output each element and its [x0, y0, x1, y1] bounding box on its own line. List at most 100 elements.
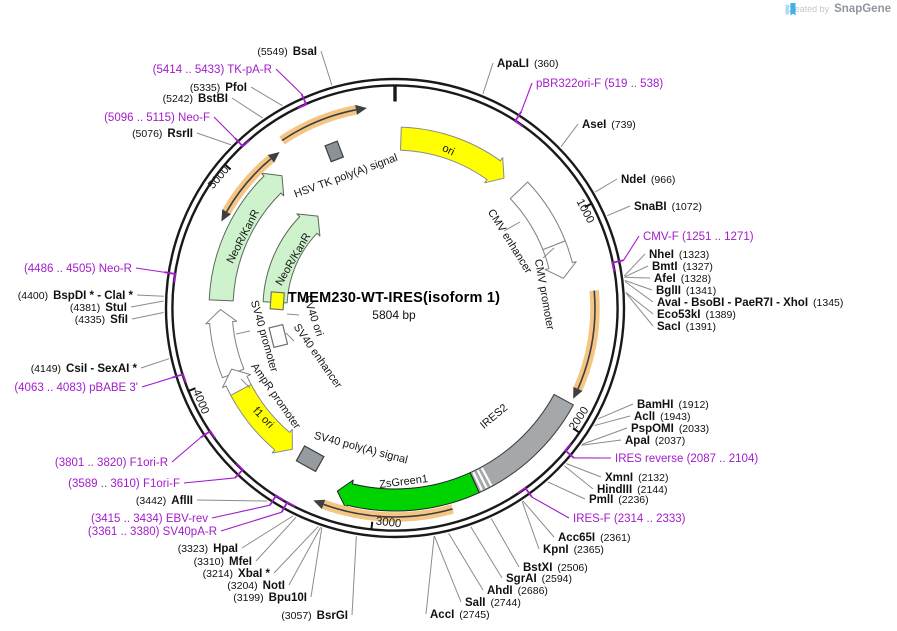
- enzyme-label-AccI: AccI (2745): [430, 609, 490, 621]
- connector-Eco53kI: [625, 292, 654, 315]
- connector-AvaI - BsoBI - PaeR7I - XhoI: [624, 281, 654, 303]
- primer-label-F1ori-F: (3589 .. 3610) F1ori-F: [68, 478, 180, 490]
- plasmid-title-block: TMEM230-WT-IRES(isoform 1) 5804 bp: [288, 290, 500, 322]
- enzyme-label-SacI: SacI (1391): [657, 321, 716, 333]
- connector-pBABE 3': [141, 377, 173, 388]
- connector-BstXI: [490, 518, 520, 568]
- connector-BspDI * - ClaI *: [136, 294, 164, 297]
- snapgene-branding: Created by SnapGene: [785, 3, 891, 16]
- connector-SnaBI: [607, 205, 631, 217]
- connector-CsiI - SexAI *: [140, 358, 170, 369]
- connector-BstBI: [231, 97, 263, 119]
- primer-site-IRES-F: [517, 486, 533, 498]
- enzyme-label-NotI: (3204) NotI: [227, 580, 285, 592]
- orf-b-line: [225, 158, 272, 213]
- enzyme-label-HpaI: (3323) HpaI: [178, 543, 238, 555]
- scale-tick-label: 1000: [574, 197, 597, 225]
- primer-label-Neo-R: (4486 .. 4505) Neo-R: [24, 263, 132, 275]
- connector-AccI: [425, 536, 435, 615]
- connector-SacI: [625, 292, 654, 327]
- orf-a-arrowhead: [355, 104, 367, 115]
- enzyme-label-Acc65I: Acc65I (2361): [558, 532, 630, 544]
- connector-ApaLI: [482, 62, 494, 95]
- enzyme-label-BstBI: (5242) BstBI: [163, 93, 228, 105]
- orf-c-arrowhead: [573, 386, 583, 399]
- primer-site-Neo-R: [164, 271, 177, 283]
- snapgene-brand-text: SnapGene: [834, 3, 891, 15]
- connector-Neo-F: [213, 116, 236, 139]
- orf-a-band: [279, 105, 357, 145]
- primer-label-F1ori-R: (3801 .. 3820) F1ori-R: [55, 457, 168, 469]
- sv40-ori-box: [269, 291, 285, 311]
- pointer-line-5: [542, 247, 555, 259]
- connector-BsrGI: [351, 536, 357, 616]
- connector-Neo-R: [135, 267, 165, 273]
- scale-tick-label: 3000: [375, 516, 402, 531]
- enzyme-label-HindIII: HindIII (2144): [597, 484, 668, 496]
- enzyme-label-Eco53kI: Eco53kI (1389): [657, 309, 736, 321]
- pointer-line-4: [503, 221, 521, 232]
- connector-Acc65I: [522, 500, 555, 538]
- enzyme-label-RsrII: (5076) RsrII: [132, 128, 193, 140]
- enzyme-label-BsrGI: (3057) BsrGI: [281, 610, 348, 622]
- plasmid-ring-inner: [171, 84, 619, 532]
- enzyme-label-AvaI - BsoBI - PaeR7I - XhoI: AvaI - BsoBI - PaeR7I - XhoI (1345): [657, 297, 843, 309]
- feature-ires2-hatch: [480, 467, 493, 487]
- pointer-line-1: [285, 332, 295, 342]
- enzyme-label-CsiI - SexAI *: (4149) CsiI - SexAI *: [31, 363, 138, 375]
- connector-MfeI: [255, 516, 297, 562]
- scale-tick-4000: [188, 387, 196, 392]
- primer-label-pBR322ori-F: pBR322ori-F (519 .. 538): [536, 78, 663, 90]
- feature-label-sv40-poly-a-signal: SV40 poly(A) signal: [313, 430, 409, 467]
- created-by-text: Created by: [785, 4, 830, 14]
- enzyme-label-AhdI: AhdI (2686): [487, 585, 548, 597]
- orf-b-arrowhead: [267, 152, 280, 163]
- connector-EBV-rev: [211, 504, 271, 519]
- enzyme-label-NheI: NheI (1323): [649, 249, 709, 261]
- enzyme-label-StuI: (4381) StuI: [70, 302, 127, 314]
- connector-SalI: [433, 535, 462, 603]
- primer-site-CMV-F: [611, 259, 624, 272]
- primer-site-Neo-F: [234, 137, 250, 148]
- scale-tick-1000: [584, 202, 592, 209]
- connector-NotI: [288, 526, 322, 586]
- connector-pBR322ori-F: [520, 82, 533, 112]
- snapgene-logo-icon: [785, 3, 796, 16]
- enzyme-label-BamHI: BamHI (1912): [637, 399, 709, 411]
- connector-AhdI: [448, 532, 484, 591]
- enzyme-label-AfeI: AfeI (1328): [654, 273, 711, 285]
- enzyme-label-Bpu10I: (3199) Bpu10I: [233, 592, 307, 604]
- connector-AseI: [560, 123, 579, 148]
- connector-HindIII: [564, 465, 594, 490]
- primer-label-CMV-F: CMV-F (1251 .. 1271): [643, 231, 754, 243]
- feature-zsgreen1: [336, 472, 480, 512]
- connector-PspOMI: [581, 427, 628, 445]
- orf-d-line: [323, 503, 453, 518]
- primer-site-pBABE 3': [171, 373, 187, 384]
- primer-label-TK-pA-R: (5414 .. 5433) TK-pA-R: [153, 64, 272, 76]
- enzyme-label-AclI: AclI (1943): [634, 411, 690, 423]
- connector-HpaI: [241, 515, 294, 549]
- connector-RsrII: [196, 132, 232, 146]
- feature-f1-ori: [230, 384, 293, 454]
- primer-site-SV40pA-R: [280, 500, 296, 513]
- scale-tick-5000: [224, 163, 232, 171]
- enzyme-label-BmtI: BmtI (1327): [652, 261, 713, 273]
- feature-ires2-hatch: [476, 469, 488, 489]
- primer-site-TK-pA-R: [297, 93, 308, 110]
- connector-BsaI: [320, 50, 333, 86]
- connector-AflII: [196, 499, 268, 502]
- connector-SfiI: [131, 312, 164, 320]
- primer-label-IRES-F: IRES-F (2314 .. 2333): [573, 513, 686, 525]
- orf-b-arrowhead: [221, 209, 231, 222]
- connector-SV40pA-R: [220, 511, 282, 532]
- primer-label-Neo-F: (5096 .. 5115) Neo-F: [104, 112, 210, 124]
- feature-label-zsgreen1: ZsGreen1: [379, 473, 429, 491]
- plasmid-ring-outer: [164, 77, 626, 539]
- primer-site-F1ori-R: [200, 429, 217, 439]
- connector-NheI: [623, 253, 646, 277]
- feature-neor-kanr-inner: [262, 213, 321, 304]
- enzyme-label-XmnI: XmnI (2132): [605, 472, 668, 484]
